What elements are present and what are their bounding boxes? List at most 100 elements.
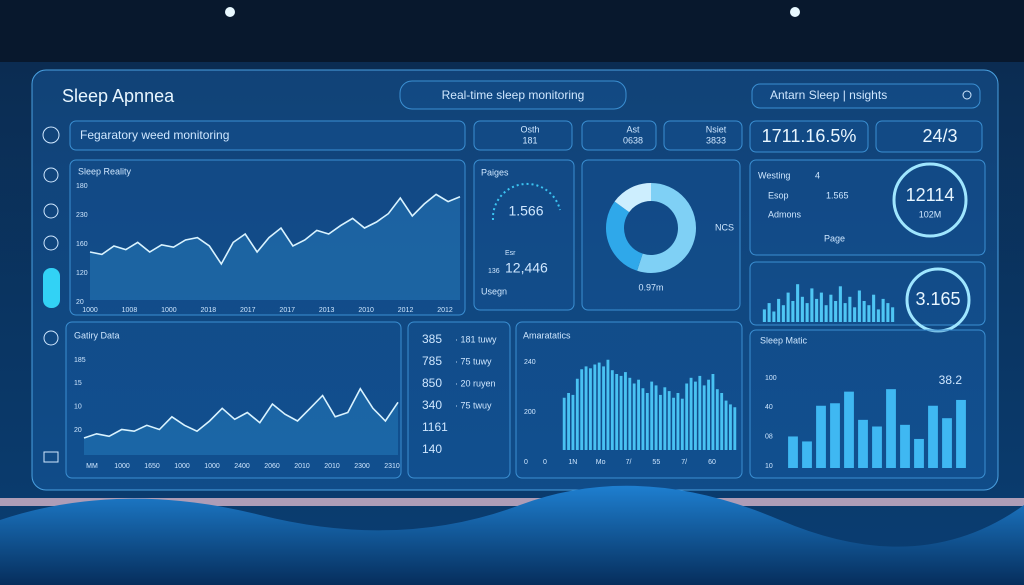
search-box[interactable] <box>751 83 981 109</box>
nav-active[interactable] <box>43 268 60 308</box>
tile-label: Ast <box>626 124 640 134</box>
panel <box>65 321 402 479</box>
bar <box>942 418 952 468</box>
bar <box>575 378 579 450</box>
bar <box>676 393 680 450</box>
glow <box>0 498 1024 506</box>
bar <box>857 290 861 322</box>
bar <box>802 441 812 468</box>
x-tick-label: 2310 <box>384 463 400 470</box>
search-text: Antarn Sleep | nsights <box>770 88 887 102</box>
nav-icon[interactable] <box>43 235 59 251</box>
bar <box>843 303 847 322</box>
light <box>225 7 235 17</box>
bar <box>663 387 667 450</box>
data-line <box>83 387 399 439</box>
bar <box>862 301 866 322</box>
bar <box>914 438 924 468</box>
bar <box>777 298 781 322</box>
bar <box>876 309 880 322</box>
x-tick-label: 55 <box>652 459 660 466</box>
bar <box>715 389 719 450</box>
y-tick-label: 120 <box>76 270 88 277</box>
x-tick-label: 1N <box>568 459 577 466</box>
bar <box>796 284 800 322</box>
stat-timer: 24/3 <box>922 126 957 146</box>
bar <box>619 375 623 450</box>
donut-segment <box>614 183 652 213</box>
bar <box>788 436 798 468</box>
stat-tile <box>875 120 983 153</box>
y-tick-label: 230 <box>76 212 88 219</box>
search-icon[interactable] <box>962 90 972 100</box>
bar <box>858 419 868 468</box>
x-tick-label: 2300 <box>354 463 370 470</box>
x-tick-label: 2017 <box>279 307 295 314</box>
panel <box>473 159 575 311</box>
light <box>790 7 800 17</box>
bar <box>729 404 732 450</box>
x-tick-label: 2018 <box>201 307 217 314</box>
gauge-arc <box>491 182 561 221</box>
tile-value: 3833 <box>706 135 726 145</box>
bar <box>567 393 570 450</box>
bar <box>891 307 895 322</box>
bar <box>606 359 610 450</box>
bar <box>834 301 838 322</box>
tile <box>663 120 743 151</box>
toolbar-label: Fegaratory weed monitoring <box>80 128 229 142</box>
bar <box>867 305 871 322</box>
status-pill <box>399 80 627 110</box>
legend-item: Westing <box>758 170 790 180</box>
y-tick-label: 100 <box>765 375 777 382</box>
bar <box>628 377 632 450</box>
bar <box>853 307 857 322</box>
nav-icon[interactable] <box>43 330 59 346</box>
nav-icon[interactable] <box>43 167 59 183</box>
panel <box>749 159 986 256</box>
bar <box>829 294 833 322</box>
x-tick-label: 1000 <box>204 463 220 470</box>
bar <box>637 379 640 450</box>
x-tick-label: 2013 <box>319 307 335 314</box>
y-tick-label: 40 <box>765 404 773 411</box>
pages-footer: Usegn <box>481 286 507 296</box>
x-tick-label: 1000 <box>114 463 130 470</box>
panel <box>407 321 511 479</box>
bar <box>580 369 584 450</box>
gauge-ring <box>905 267 971 333</box>
pages-value: 12,446 <box>505 260 548 276</box>
x-tick-label: 2012 <box>398 307 414 314</box>
tile-value: 181 <box>522 135 537 145</box>
bar <box>762 309 766 322</box>
legend-item: Page <box>824 233 845 243</box>
list-value: 850 <box>422 376 442 390</box>
x-tick-label: 2060 <box>264 463 280 470</box>
data-line <box>89 193 461 266</box>
y-tick-label: 08 <box>765 434 773 441</box>
y-tick-label: 20 <box>76 299 84 306</box>
donut-legend: NCS <box>715 222 734 232</box>
bar <box>838 286 842 322</box>
gauge-sub: 102M <box>919 209 942 219</box>
y-tick-label: 240 <box>524 359 536 366</box>
gauge-sub: Esr <box>505 250 516 257</box>
bar <box>654 385 658 450</box>
panel-title: Sleep Reality <box>78 166 132 176</box>
x-tick-label: 1000 <box>161 307 177 314</box>
x-tick-label: 2400 <box>234 463 250 470</box>
bar <box>815 298 819 322</box>
y-tick-label: 0 <box>524 459 528 466</box>
bar <box>791 301 795 322</box>
nav-icon[interactable] <box>43 203 59 219</box>
nav-icon[interactable] <box>43 451 59 463</box>
bar <box>824 305 828 322</box>
bar <box>650 381 654 450</box>
ceiling <box>0 0 1024 62</box>
nav-icon[interactable] <box>42 126 60 144</box>
bar <box>589 368 592 450</box>
bar <box>848 296 852 322</box>
stat-primary: 1711.16.5% <box>762 126 857 146</box>
panel-title: Sleep Matic <box>760 335 808 345</box>
